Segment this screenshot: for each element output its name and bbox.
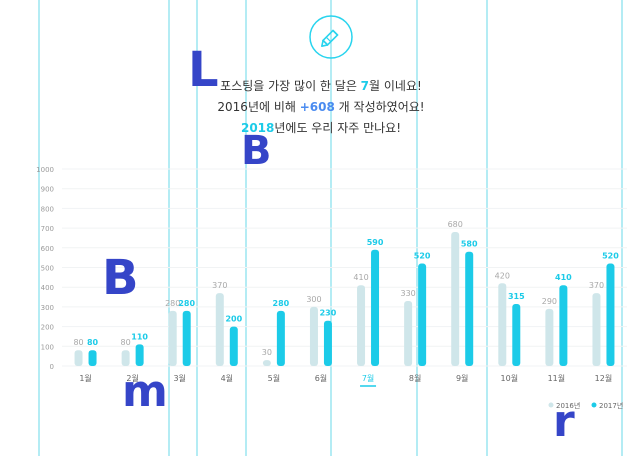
x-tick-label: 5월: [268, 373, 280, 383]
bar-2016-5: [262, 360, 271, 366]
data-label-2016: 80: [121, 338, 131, 347]
x-tick-label: 11월: [548, 373, 566, 383]
data-label-2017: 520: [414, 252, 431, 261]
bar-2017-1: [88, 350, 97, 366]
bar-2017-5: [276, 310, 285, 366]
data-label-2017: 520: [602, 252, 619, 261]
summary-top-month: 7: [360, 79, 370, 93]
bar-2017-9: [465, 251, 474, 366]
x-tick-label: 3월: [173, 373, 185, 383]
y-tick-label: 900: [41, 186, 54, 194]
x-tick-label: 8월: [409, 373, 421, 383]
handwritten-mark-r: r: [553, 396, 575, 447]
summary-line-3: 2018년에도 우리 자주 만나요!: [0, 117, 642, 139]
bar-2016-6: [309, 306, 318, 366]
summary-line-3-suffix: 년에도 우리 자주 만나요!: [274, 121, 402, 135]
bar-2016-4: [215, 293, 224, 366]
handwritten-mark-l: L: [188, 42, 219, 98]
y-tick-label: 1000: [36, 166, 54, 174]
data-label-2016: 370: [589, 281, 604, 290]
bar-2016-7: [357, 285, 366, 366]
bar-2016-9: [451, 232, 460, 366]
x-tick-label: 1월: [79, 373, 91, 383]
bar-2016-2: [121, 350, 130, 366]
bar-2017-8: [418, 263, 427, 366]
chart-grid: [62, 168, 627, 367]
bar-2016-1: [74, 350, 83, 366]
bar-2017-6: [323, 320, 332, 366]
data-label-2016: 280: [165, 299, 180, 308]
data-label-2017: 410: [555, 273, 572, 282]
summary-line-2: 2016년에 비해 +608 개 작성하였어요!: [0, 96, 642, 118]
summary-line-1: 포스팅을 가장 많이 한 달은 7월 이네요!: [0, 75, 642, 97]
x-tick-label: 12월: [595, 373, 613, 383]
data-label-2017: 280: [273, 299, 290, 308]
y-tick-label: 400: [41, 284, 54, 292]
x-tick-label: 2월: [126, 373, 138, 383]
y-tick-label: 300: [41, 304, 54, 312]
data-label-2016: 30: [262, 348, 272, 357]
data-label-2017: 80: [87, 338, 99, 347]
summary-line-1-prefix: 포스팅을 가장 많이 한 달은: [220, 79, 361, 93]
data-label-2016: 420: [495, 271, 510, 280]
chart-legend: 2016년 2017년: [548, 401, 623, 410]
y-tick-label: 700: [41, 225, 54, 233]
y-tick-label: 800: [41, 205, 54, 213]
summary-increase-value: +608: [299, 100, 335, 114]
data-label-2016: 80: [73, 338, 83, 347]
x-tick-label: 9월: [456, 373, 468, 383]
bar-2017-4: [229, 326, 238, 366]
data-label-2017: 315: [508, 292, 525, 301]
handwritten-mark-b-left: B: [102, 250, 139, 306]
x-tick-label: 4월: [221, 373, 233, 383]
x-tick-label-selected: 7월: [362, 373, 374, 383]
bar-2016-3: [168, 310, 177, 366]
data-label-2016: 290: [542, 297, 557, 306]
bar-2016-10: [498, 283, 507, 366]
bar-2016-12: [592, 293, 601, 366]
bar-2016-8: [404, 300, 413, 366]
y-tick-label: 600: [41, 245, 54, 253]
data-label-2016: 300: [306, 295, 321, 304]
data-label-2017: 200: [225, 315, 242, 324]
legend-label-2017: 2017년: [599, 401, 623, 410]
data-label-2016: 370: [212, 281, 227, 290]
y-tick-label: 100: [41, 343, 54, 351]
bar-2017-10: [512, 303, 521, 366]
data-label-2016: 410: [353, 273, 368, 282]
data-label-2017: 580: [461, 240, 478, 249]
bar-2017-12: [606, 263, 615, 366]
summary-line-2-suffix: 개 작성하였어요!: [334, 100, 425, 114]
summary-next-year: 2018: [240, 121, 275, 135]
data-label-2017: 230: [320, 309, 337, 318]
chart-labels: 0 100 200 300 400 500 600 700 800 900 1000 80 80 1월 80…: [36, 166, 619, 387]
data-label-2017: 280: [178, 299, 195, 308]
pencil-icon: [309, 15, 353, 59]
summary-line-2-prefix: 2016년에 비해: [217, 100, 300, 114]
x-tick-label: 10월: [501, 373, 519, 383]
data-label-2017: 110: [131, 332, 148, 341]
bar-2017-11: [559, 285, 568, 366]
handwritten-mark-b-top: B: [241, 128, 272, 174]
chart-bars: [74, 232, 615, 366]
legend-marker-2016: [548, 402, 554, 408]
handwritten-mark-m: m: [122, 366, 168, 417]
summary-line-1-suffix: 월 이네요!: [369, 79, 422, 93]
data-label-2017: 590: [367, 238, 384, 247]
y-tick-label: 0: [50, 363, 54, 371]
legend-label-2016: 2016년: [556, 401, 580, 410]
bar-2016-11: [545, 308, 554, 366]
data-label-2016: 680: [448, 220, 463, 229]
data-label-2016: 330: [400, 289, 415, 298]
bar-2017-7: [371, 249, 380, 366]
y-tick-label: 500: [41, 265, 54, 273]
x-tick-label: 6월: [315, 373, 327, 383]
y-tick-label: 200: [41, 324, 54, 332]
legend-marker-2017: [591, 402, 597, 408]
bar-2017-2: [135, 344, 144, 366]
bar-2017-3: [182, 310, 191, 366]
